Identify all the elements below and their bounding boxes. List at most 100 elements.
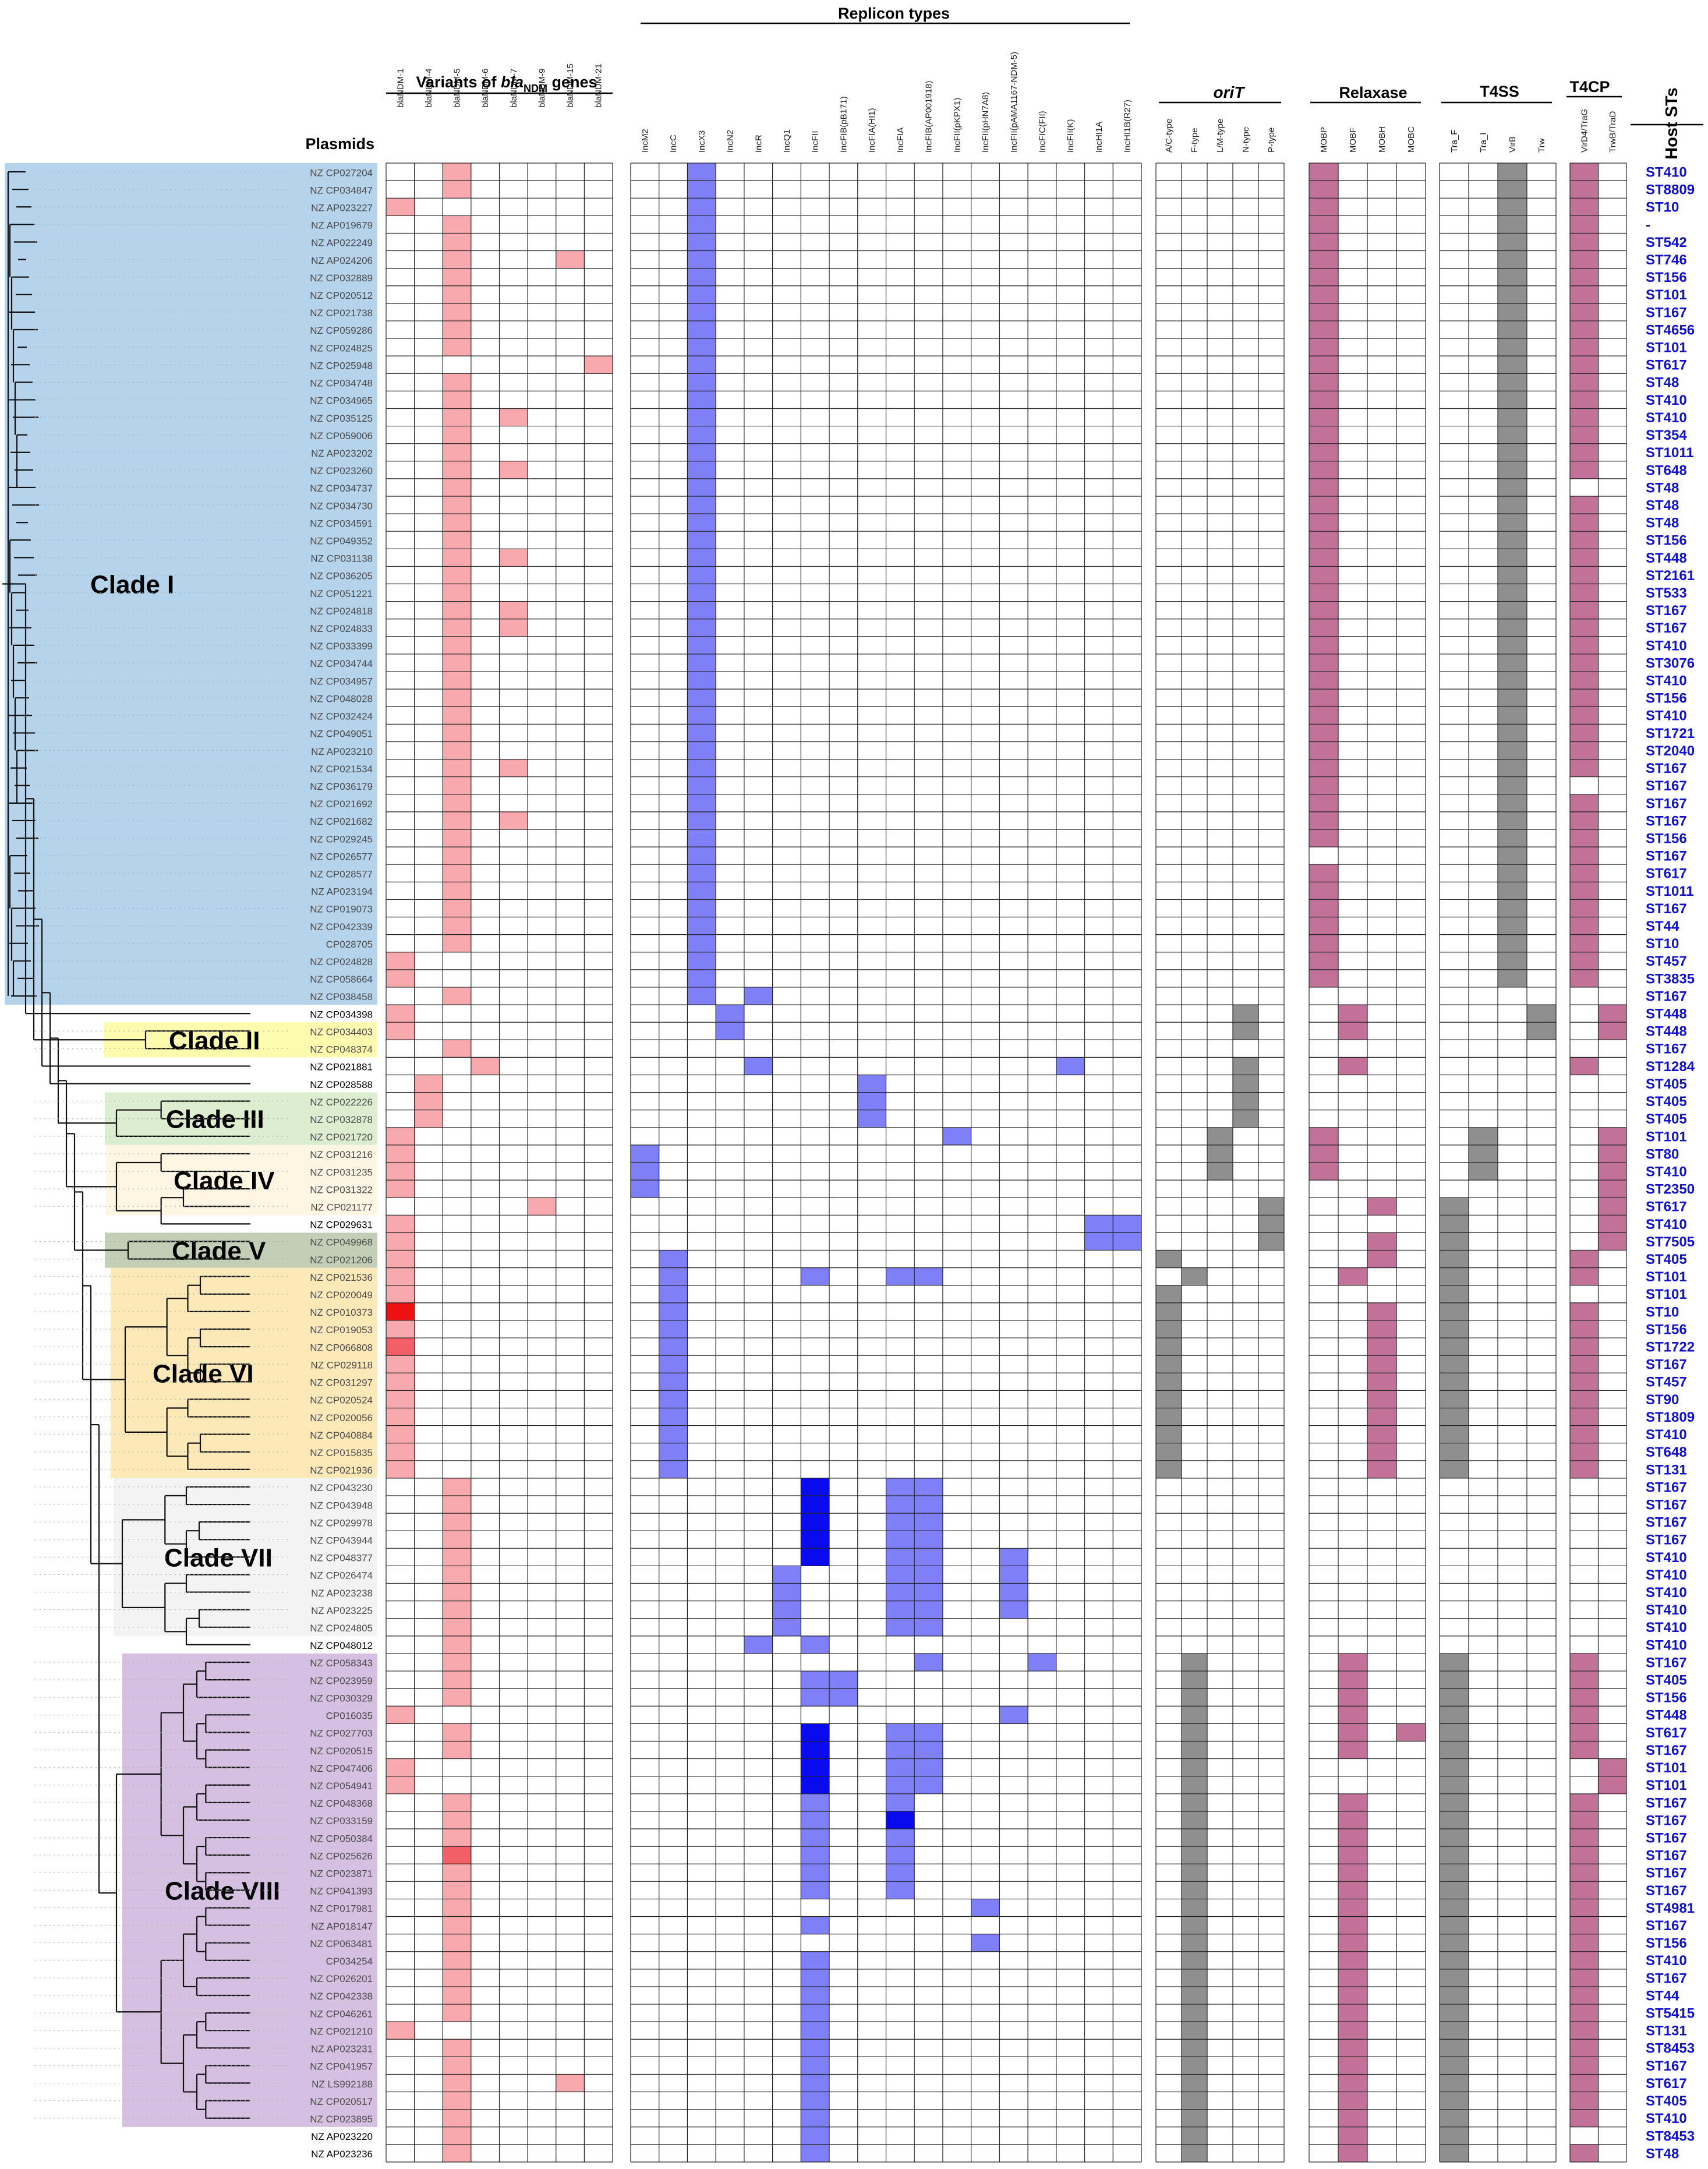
plasmid-label: NZ CP034748 bbox=[310, 378, 373, 389]
matrix-cell bbox=[1498, 969, 1527, 987]
plasmid-label: NZ CP021536 bbox=[310, 1272, 373, 1283]
matrix-cell bbox=[1498, 320, 1527, 339]
plasmid-label: NZ CP021177 bbox=[311, 1202, 373, 1213]
matrix-cell bbox=[443, 408, 471, 426]
column-label: VirB bbox=[1508, 136, 1518, 153]
matrix-cell bbox=[1182, 1671, 1207, 1689]
matrix-cell bbox=[1498, 724, 1527, 742]
matrix-cell bbox=[914, 1723, 943, 1741]
matrix-cell bbox=[1598, 1144, 1626, 1163]
host-st-label: ST1011 bbox=[1646, 884, 1694, 899]
matrix-cell bbox=[1309, 303, 1338, 321]
matrix-cell bbox=[1207, 1163, 1233, 1181]
matrix-cell bbox=[1309, 619, 1338, 637]
column-label: IncQ1 bbox=[782, 129, 792, 153]
matrix-cell bbox=[687, 461, 716, 479]
matrix-cell bbox=[1338, 2126, 1367, 2145]
host-st-label: ST448 bbox=[1646, 550, 1687, 566]
matrix-cell bbox=[443, 811, 471, 829]
plasmids-label: Plasmids bbox=[305, 135, 374, 153]
matrix-cell bbox=[1598, 1197, 1626, 1216]
plasmid-label: NZ AP018147 bbox=[311, 1921, 373, 1932]
matrix-cell bbox=[659, 1443, 688, 1461]
matrix-cell bbox=[687, 882, 716, 900]
matrix-cell bbox=[1258, 1232, 1284, 1250]
matrix-cell bbox=[687, 969, 716, 987]
matrix-cell bbox=[386, 1758, 415, 1776]
clade-box bbox=[5, 163, 377, 1005]
matrix-cell bbox=[687, 706, 716, 725]
plasmid-label: NZ CP042339 bbox=[310, 921, 373, 932]
plasmid-label: NZ CP034965 bbox=[310, 395, 373, 407]
matrix-cell bbox=[1156, 1250, 1182, 1268]
matrix-cell bbox=[414, 1075, 443, 1093]
matrix-cell bbox=[801, 2039, 830, 2057]
matrix-cell bbox=[386, 1144, 415, 1163]
host-st-label: ST167 bbox=[1646, 1795, 1687, 1811]
matrix-cell bbox=[1570, 2109, 1599, 2127]
plasmid-label: NZ AP019679 bbox=[311, 220, 373, 231]
matrix-cell bbox=[687, 934, 716, 952]
matrix-cell bbox=[1182, 1741, 1207, 1759]
matrix-cell bbox=[1570, 1881, 1599, 1899]
matrix-cell bbox=[386, 1373, 415, 1391]
matrix-cell bbox=[1309, 496, 1338, 514]
matrix-cell bbox=[1338, 1916, 1367, 1934]
matrix-cell bbox=[1338, 1934, 1367, 1952]
plasmid-label: NZ CP020515 bbox=[310, 1746, 373, 1757]
column-label: blaNDM-7 bbox=[509, 68, 519, 108]
matrix-cell bbox=[1570, 1741, 1599, 1759]
matrix-cell bbox=[443, 1496, 471, 1514]
matrix-cell bbox=[443, 1723, 471, 1741]
plasmid-label: NZ CP019073 bbox=[310, 904, 373, 915]
matrix-cell bbox=[386, 1706, 415, 1724]
matrix-cell bbox=[1498, 811, 1527, 829]
host-st-label: ST131 bbox=[1646, 2023, 1687, 2039]
matrix-cell bbox=[1570, 1355, 1599, 1373]
plasmid-label: NZ CP034744 bbox=[310, 658, 373, 669]
matrix-cell bbox=[1156, 1373, 1182, 1391]
plasmid-label: NZ CP032889 bbox=[310, 273, 373, 284]
matrix-cell bbox=[687, 811, 716, 829]
column-label: IncFIB(AP001918) bbox=[924, 81, 934, 153]
matrix-cell bbox=[687, 759, 716, 777]
matrix-cell bbox=[801, 2022, 830, 2040]
matrix-cell bbox=[1233, 1092, 1258, 1110]
matrix-cell bbox=[443, 391, 471, 409]
matrix-cell bbox=[1309, 759, 1338, 777]
matrix-cell bbox=[1570, 689, 1599, 707]
host-st-label: ST1011 bbox=[1646, 445, 1694, 461]
matrix-cell bbox=[1440, 1758, 1469, 1776]
matrix-cell bbox=[659, 1285, 688, 1303]
matrix-cell bbox=[1570, 514, 1599, 532]
host-st-label: ST101 bbox=[1646, 1778, 1687, 1793]
matrix-cell bbox=[1367, 1232, 1396, 1250]
matrix-cell bbox=[1570, 233, 1599, 251]
matrix-cell bbox=[1182, 1846, 1207, 1864]
host-st-label: ST48 bbox=[1646, 2146, 1679, 2161]
matrix-cell bbox=[999, 1548, 1028, 1566]
matrix-cell bbox=[1182, 1899, 1207, 1917]
matrix-cell bbox=[1182, 1776, 1207, 1794]
column-label: IncFII(pHN7A8) bbox=[981, 92, 991, 153]
matrix-cell bbox=[443, 601, 471, 619]
plasmid-label: NZ CP058343 bbox=[310, 1658, 373, 1669]
matrix-cell bbox=[1440, 1741, 1469, 1759]
matrix-cell bbox=[443, 636, 471, 654]
plasmid-label: NZ CP048368 bbox=[310, 1798, 373, 1809]
matrix-cell bbox=[971, 1934, 1000, 1952]
matrix-cell bbox=[1440, 1723, 1469, 1741]
matrix-cell bbox=[1570, 426, 1599, 444]
matrix-cell bbox=[1338, 1951, 1367, 1969]
matrix-cell bbox=[886, 1829, 915, 1847]
matrix-cell bbox=[1598, 1005, 1626, 1023]
matrix-cell bbox=[499, 461, 528, 479]
matrix-cell bbox=[1570, 1320, 1599, 1338]
matrix-cell bbox=[1440, 1250, 1469, 1268]
matrix-cell bbox=[1309, 338, 1338, 356]
matrix-cell bbox=[772, 1618, 801, 1636]
matrix-cell bbox=[1338, 1005, 1367, 1023]
matrix-cell bbox=[857, 1075, 886, 1093]
matrix-cell bbox=[1570, 1864, 1599, 1882]
host-st-label: ST10 bbox=[1646, 936, 1679, 952]
